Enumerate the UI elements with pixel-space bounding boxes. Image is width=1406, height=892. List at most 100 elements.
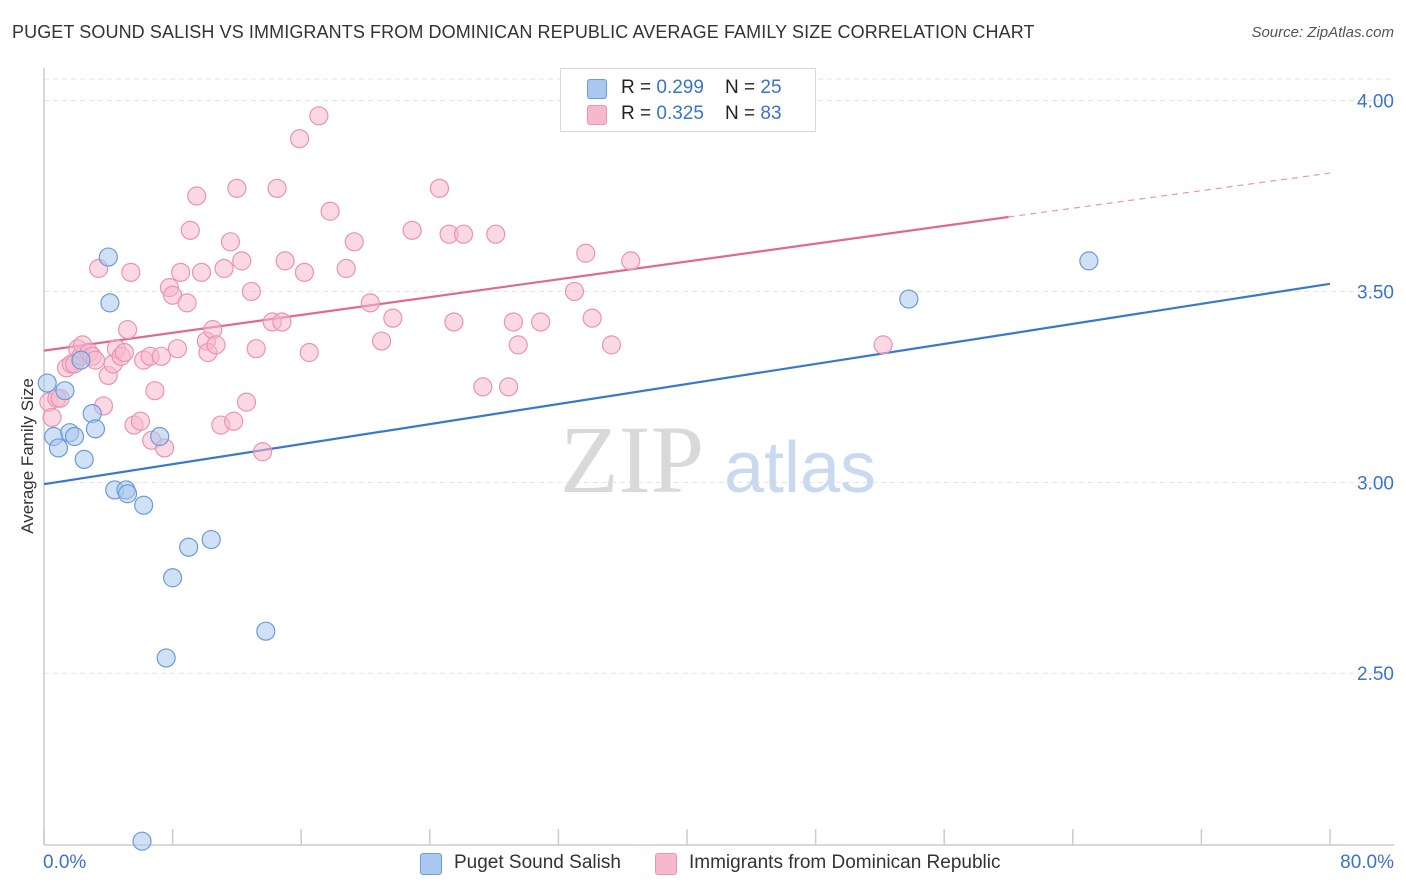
dominican-point (267, 178, 287, 198)
n-value: 83 (760, 103, 782, 124)
salish-point (117, 484, 138, 504)
salish-point (256, 621, 276, 641)
legend-swatch-salish (587, 79, 607, 99)
y-tick-labels: 2.50 3.00 3.50 4.00 (1357, 92, 1394, 686)
dominican-point (114, 342, 134, 363)
dominican-point (429, 178, 450, 198)
source-label: Source: ZipAtlas.com (1251, 24, 1394, 41)
dominican-point (206, 335, 226, 355)
dominican-point (453, 224, 474, 244)
dominican-point (289, 129, 310, 149)
n-label: N = (725, 77, 761, 98)
dominican-point (130, 411, 151, 431)
dominican-point (508, 335, 528, 355)
legend-stats-salish: R = 0.299 N = 25 (621, 77, 782, 99)
salish-point (37, 373, 57, 393)
dominican-point (121, 262, 141, 282)
dominican-point (486, 224, 506, 244)
dominican-point (503, 312, 523, 332)
watermark: ZIP atlas (560, 406, 876, 513)
dominican-point (236, 392, 257, 412)
salish-point (150, 426, 170, 447)
chart-title: PUGET SOUND SALISH VS IMMIGRANTS FROM DO… (12, 22, 1035, 42)
dominican-point (383, 308, 403, 328)
dominican-point (498, 377, 519, 397)
dominican-point (241, 281, 261, 302)
r-label: R = (621, 77, 657, 98)
data-points (37, 106, 1099, 851)
dominican-point (275, 251, 295, 271)
dominican-point (145, 381, 165, 401)
salish-point (98, 247, 118, 267)
dominican-point (220, 232, 241, 252)
dominican-point (320, 201, 340, 221)
dominican-point (582, 308, 602, 328)
n-value: 25 (760, 77, 782, 98)
dominican-point (253, 442, 273, 462)
r-value: 0.299 (656, 77, 704, 98)
legend-label-salish: Puget Sound Salish (454, 852, 621, 873)
dominican-point (344, 232, 364, 252)
legend-swatch-salish (420, 853, 442, 875)
dominican-point (224, 411, 244, 431)
r-label: R = (621, 103, 657, 124)
dominican-point (42, 407, 62, 428)
dominican-point (309, 106, 329, 126)
x-tick-label-max: 80.0% (1340, 852, 1394, 873)
y-tick-label: 4.00 (1357, 92, 1394, 113)
dominican-point (371, 331, 392, 351)
correlation-legend: R = 0.299 N = 25 R = 0.325 N = 83 (560, 68, 816, 132)
dominican-point (171, 262, 191, 282)
dominican-point (191, 262, 212, 282)
dominican-point (214, 258, 234, 279)
watermark-zip: ZIP (560, 406, 704, 513)
legend-stats-dominican: R = 0.325 N = 83 (621, 103, 782, 125)
dominican-point (444, 312, 464, 332)
dominican-point (576, 243, 596, 263)
salish-point (55, 381, 75, 401)
salish-point (71, 350, 91, 370)
salish-point (179, 537, 199, 557)
dominican-point (151, 346, 171, 366)
dominican-point (402, 220, 422, 240)
dominican-point (232, 251, 252, 271)
dominican-point (873, 335, 893, 355)
salish-point (899, 289, 919, 309)
y-tick-label: 3.50 (1357, 282, 1394, 303)
salish-point (134, 495, 154, 515)
salish-point (74, 449, 94, 470)
x-tick-label-min: 0.0% (43, 852, 87, 873)
salish-point (163, 568, 183, 588)
watermark-atlas: atlas (724, 428, 876, 508)
salish-point (201, 529, 221, 550)
r-value: 0.325 (656, 103, 704, 124)
dominican-point (167, 339, 188, 359)
dominican-point (272, 312, 292, 332)
dominican-point (601, 335, 622, 355)
salish-point (48, 438, 69, 458)
dominican-point (180, 220, 200, 240)
dominican-point (187, 186, 207, 206)
axes (43, 68, 1394, 846)
legend-swatch-dominican (655, 853, 677, 875)
dominican-point (564, 281, 585, 302)
legend-swatch-dominican (587, 105, 607, 125)
dominican-point (117, 320, 138, 340)
legend-label-dominican: Immigrants from Dominican Republic (689, 852, 1001, 873)
dominican-point (227, 178, 247, 198)
dominican-point (246, 339, 266, 359)
dominican-point (177, 293, 197, 313)
salish-point (85, 419, 106, 439)
dominican-point (621, 251, 641, 271)
salish-point (132, 831, 152, 851)
salish-point (1079, 251, 1099, 271)
dominican-point (299, 342, 319, 363)
trend-line-dashed-dominican (1008, 172, 1331, 218)
dominican-point (294, 262, 315, 282)
gridlines (44, 78, 1394, 674)
dominican-point (473, 377, 493, 397)
y-tick-label: 3.00 (1357, 473, 1394, 494)
salish-point (64, 426, 85, 447)
y-tick-label: 2.50 (1357, 664, 1394, 685)
